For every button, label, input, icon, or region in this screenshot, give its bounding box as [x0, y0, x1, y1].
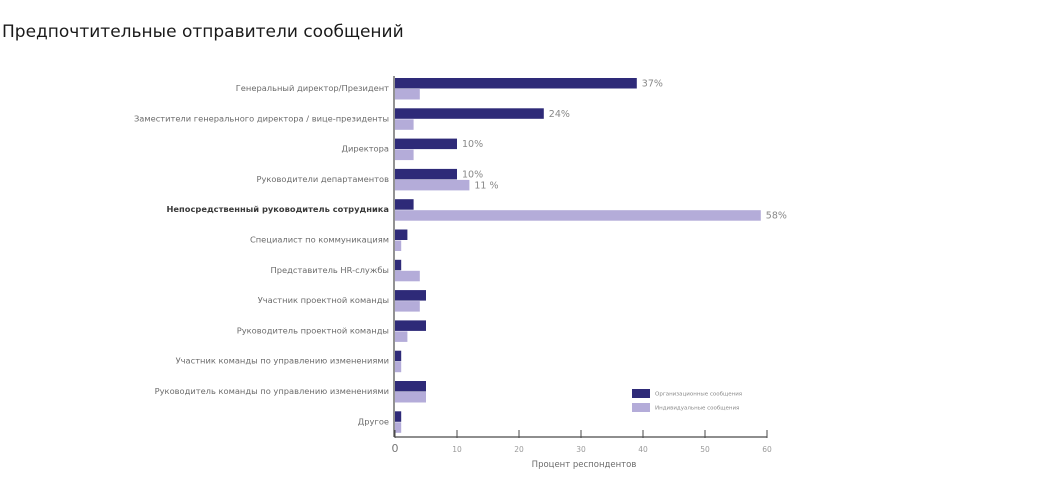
bar-value-label: 37%: [642, 79, 663, 90]
x-tick-label: 10: [452, 445, 462, 454]
category-label: Руководители департаментов: [257, 174, 390, 184]
bar-individual: [395, 119, 414, 130]
legend-swatch: [632, 389, 650, 398]
legend-swatch: [632, 403, 650, 412]
category-labels: Генеральный директор/Президент Заместител…: [134, 83, 389, 426]
bar-organizational: [395, 108, 544, 119]
category-label: Руководитель команды по управлению измен…: [155, 386, 389, 396]
category-label: Участник команды по управлению изменения…: [176, 356, 389, 366]
x-tick-label: 30: [576, 445, 586, 454]
bar-individual: [395, 149, 414, 161]
x-tick-label: 60: [762, 445, 772, 454]
bar-value-label: 11 %: [474, 180, 498, 191]
bar-organizational: [395, 168, 457, 180]
bar-individual: [395, 210, 761, 221]
value-labels: 37%24%10%10%11 %58%: [462, 79, 787, 222]
x-axis-title: Процент респондентов: [532, 460, 637, 470]
bar-organizational: [395, 290, 426, 301]
x-tick-label: 0: [392, 442, 399, 455]
bar-organizational: [395, 350, 402, 362]
x-axis: 0 10 20 30 40 50 60: [392, 430, 772, 455]
bar-organizational: [395, 381, 426, 392]
bar-organizational: [395, 138, 457, 150]
bars-layer: [395, 78, 761, 433]
category-label: Специалист по коммуникациям: [250, 235, 389, 245]
bar-organizational: [395, 320, 426, 331]
bar-value-label: 24%: [549, 109, 570, 120]
bar-individual: [395, 270, 420, 282]
bar-individual: [395, 89, 420, 100]
bar-organizational: [395, 411, 402, 422]
category-label: Участник проектной команды: [258, 295, 389, 305]
bar-individual: [395, 240, 402, 251]
category-label: Непосредственный руководитель сотрудника: [166, 204, 389, 214]
bar-individual: [395, 301, 420, 312]
category-label: Другое: [358, 416, 389, 426]
bar-value-label: 10%: [462, 139, 483, 150]
bar-organizational: [395, 78, 637, 89]
category-label: Директора: [341, 144, 389, 154]
legend-label: Организационные сообщения: [655, 392, 742, 398]
legend: Организационные сообщения Индивидуальные …: [632, 389, 742, 412]
category-label: Представитель HR-службы: [271, 265, 389, 275]
bar-individual: [395, 331, 408, 342]
category-label: Руководитель проектной команды: [237, 325, 389, 335]
bar-value-label: 58%: [766, 211, 787, 222]
bar-individual: [395, 361, 402, 373]
bar-organizational: [395, 259, 402, 271]
bar-individual: [395, 422, 402, 433]
chart-title: Предпочтительные отправители сообщений: [2, 22, 404, 42]
bar-individual: [395, 179, 470, 191]
bar-value-label: 10%: [462, 169, 483, 180]
category-label: Генеральный директор/Президент: [236, 83, 389, 93]
x-tick-label: 20: [514, 445, 524, 454]
bar-organizational: [395, 229, 408, 240]
x-tick-label: 50: [700, 445, 710, 454]
bar-organizational: [395, 199, 414, 210]
category-label: Заместители генерального директора / виц…: [134, 113, 389, 123]
bar-individual: [395, 392, 426, 403]
legend-label: Индивидуальные сообщения: [655, 406, 739, 412]
x-tick-label: 40: [638, 445, 648, 454]
